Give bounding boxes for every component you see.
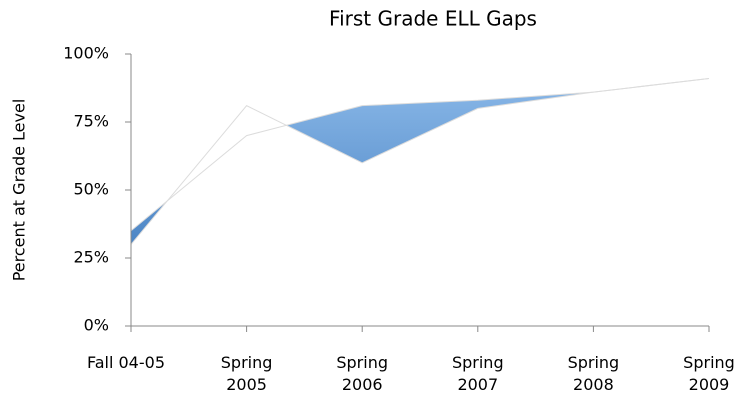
y-tick-label: 75% <box>73 112 109 131</box>
chart-title: First Grade ELL Gaps <box>329 7 537 31</box>
x-tick-label: Spring 2009 <box>683 353 735 394</box>
y-tick-label: 100% <box>63 44 109 63</box>
y-tick-label: 50% <box>73 180 109 199</box>
y-tick-label: 0% <box>84 316 109 335</box>
x-tick-label: Spring 2007 <box>451 353 504 394</box>
x-tick-label: Spring 2006 <box>336 353 388 394</box>
area <box>131 78 709 326</box>
x-tick-label: Spring 2005 <box>220 353 273 394</box>
x-tick-label: Spring 2008 <box>567 353 620 394</box>
y-axis-label: Percent at Grade Level <box>10 99 29 282</box>
x-tick-label: Fall 04-05 <box>86 353 165 372</box>
y-tick-label: 25% <box>73 248 109 267</box>
line <box>130 77 710 245</box>
